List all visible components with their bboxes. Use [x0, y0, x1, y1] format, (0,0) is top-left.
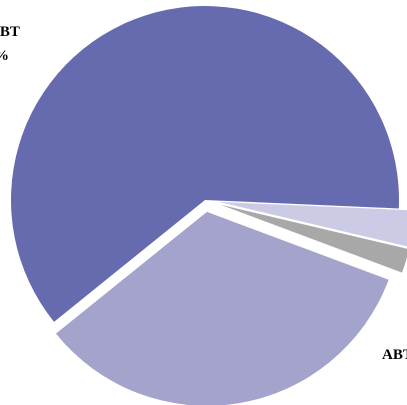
- pie-slice-small-2: [218, 201, 407, 247]
- slice-label-ibt-percent: %: [0, 48, 9, 64]
- slice-label-abt: ABT: [382, 347, 407, 363]
- slice-label-ibt: IBT: [0, 24, 20, 40]
- pie-slice-small-3: [220, 204, 407, 273]
- pie-slice-abt: [55, 211, 389, 405]
- pie-slice-ibt: [10, 5, 400, 322]
